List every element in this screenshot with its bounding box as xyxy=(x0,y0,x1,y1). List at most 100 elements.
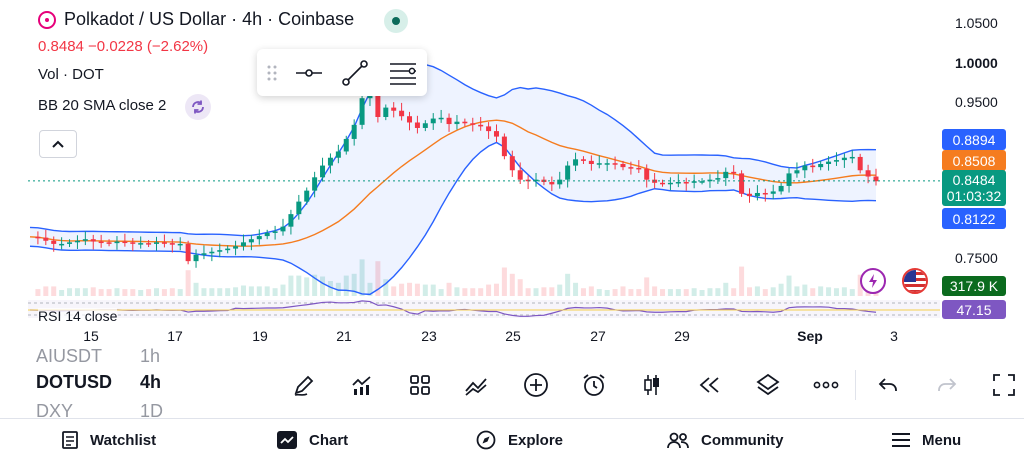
bb-indicator-label[interactable]: BB 20 SMA close 2 xyxy=(38,97,167,114)
candle-body xyxy=(351,124,357,139)
candle-body xyxy=(675,182,681,184)
volume-bar xyxy=(612,289,618,296)
x-axis-tick: 15 xyxy=(83,328,99,344)
chart-type-icon[interactable] xyxy=(628,365,676,405)
candle-body xyxy=(201,253,207,255)
volume-bar xyxy=(209,288,215,296)
alert-clock-icon[interactable] xyxy=(570,365,618,405)
redo-icon[interactable] xyxy=(929,368,965,402)
trend-line-icon[interactable] xyxy=(331,49,379,96)
chart-icon xyxy=(277,431,297,449)
candle-body xyxy=(383,107,389,117)
candle-body xyxy=(256,236,262,240)
volume-bar xyxy=(51,286,57,296)
candle-body xyxy=(612,163,618,165)
drag-handle-icon[interactable] xyxy=(257,49,287,96)
volume-bar xyxy=(343,275,349,296)
symbol-row-current[interactable]: DOTUSD 4h xyxy=(36,372,161,393)
candle-body xyxy=(35,236,41,239)
volume-bar xyxy=(422,284,428,296)
candle-body xyxy=(422,123,428,128)
volume-bar xyxy=(470,288,476,296)
undo-icon[interactable] xyxy=(870,368,906,402)
volume-bar xyxy=(636,289,642,296)
nav-label: Chart xyxy=(309,431,349,449)
nav-explore[interactable]: Explore xyxy=(476,419,563,461)
candle-body xyxy=(762,192,768,195)
candle-body xyxy=(193,254,199,262)
candle-body xyxy=(509,156,515,171)
more-icon[interactable] xyxy=(802,365,850,405)
volume-bar xyxy=(264,286,270,296)
fullscreen-icon[interactable] xyxy=(986,368,1022,402)
bb-basis-price-badge: 0.8508 xyxy=(942,150,1006,171)
horizontal-line-icon[interactable] xyxy=(287,49,331,96)
volume-bar xyxy=(675,289,681,296)
candle-body xyxy=(74,240,80,243)
volume-bar xyxy=(383,279,389,296)
symbol-row-next[interactable]: DXY 1D xyxy=(36,401,163,418)
volume-bar xyxy=(501,267,507,296)
volume-bar xyxy=(754,286,760,296)
volume-indicator-label[interactable]: Vol · DOT xyxy=(38,66,104,83)
candle-body xyxy=(146,243,152,245)
rsi-indicator-label[interactable]: RSI 14 close xyxy=(38,308,118,324)
refresh-icon[interactable] xyxy=(185,94,211,120)
last-price-badge: 0.8484 01:03:32 xyxy=(942,170,1006,206)
volume-bar xyxy=(849,289,855,296)
candle-body xyxy=(359,98,365,125)
candle-body xyxy=(628,167,634,169)
candle-body xyxy=(580,159,586,161)
nav-menu[interactable]: Menu xyxy=(892,419,961,461)
candle-body xyxy=(130,242,136,244)
volume-bar xyxy=(715,288,721,296)
lightning-icon[interactable] xyxy=(860,268,886,294)
us-flag-icon[interactable] xyxy=(902,268,928,294)
compare-icon[interactable] xyxy=(454,365,502,405)
volume-bar xyxy=(185,270,191,296)
bars-settings-icon[interactable] xyxy=(379,49,427,96)
x-axis-tick: 29 xyxy=(674,328,690,344)
candle-body xyxy=(288,214,294,227)
volume-bar xyxy=(446,282,452,296)
indicators-icon[interactable] xyxy=(338,365,386,405)
price-chart[interactable] xyxy=(0,0,1024,350)
market-status-icon[interactable] xyxy=(384,9,408,33)
candle-body xyxy=(644,168,650,180)
x-axis-tick: Sep xyxy=(797,328,823,344)
symbol-picker[interactable]: AIUSDT 1h DOTUSD 4h DXY 1D xyxy=(36,346,186,418)
volume-bar xyxy=(43,286,49,296)
replay-icon[interactable] xyxy=(686,365,734,405)
nav-label: Explore xyxy=(508,431,564,449)
add-icon[interactable] xyxy=(512,365,560,405)
collapse-legend-button[interactable] xyxy=(39,130,77,158)
candle-body xyxy=(138,243,144,245)
layers-icon[interactable] xyxy=(744,365,792,405)
volume-bar xyxy=(557,284,563,296)
candle-body xyxy=(873,176,879,182)
candle-body xyxy=(739,173,745,194)
x-axis-tick: 27 xyxy=(590,328,606,344)
volume-bar xyxy=(138,290,144,296)
candle-body xyxy=(209,251,215,254)
candle-body xyxy=(565,165,571,180)
volume-bar xyxy=(320,276,326,296)
volume-badge: 317.9 K xyxy=(942,276,1006,296)
candle-body xyxy=(59,243,65,246)
draw-icon[interactable] xyxy=(280,365,328,405)
nav-community[interactable]: Community xyxy=(667,419,784,461)
price-axis-label: 0.7500 xyxy=(955,250,998,266)
nav-chart[interactable]: Chart xyxy=(277,419,348,461)
volume-bar xyxy=(59,290,65,296)
volume-bar xyxy=(240,285,246,296)
watchlist-icon xyxy=(62,431,78,449)
price-axis-label: 1.0500 xyxy=(955,15,998,31)
community-icon xyxy=(667,432,689,449)
symbol-title[interactable]: Polkadot / US Dollar · 4h · Coinbase xyxy=(64,9,355,29)
nav-watchlist[interactable]: Watchlist xyxy=(62,419,156,461)
layouts-icon[interactable] xyxy=(396,365,444,405)
symbol-row-prev[interactable]: AIUSDT 1h xyxy=(36,346,160,367)
volume-bar xyxy=(833,288,839,296)
candle-body xyxy=(833,160,839,162)
volume-bar xyxy=(580,288,586,296)
